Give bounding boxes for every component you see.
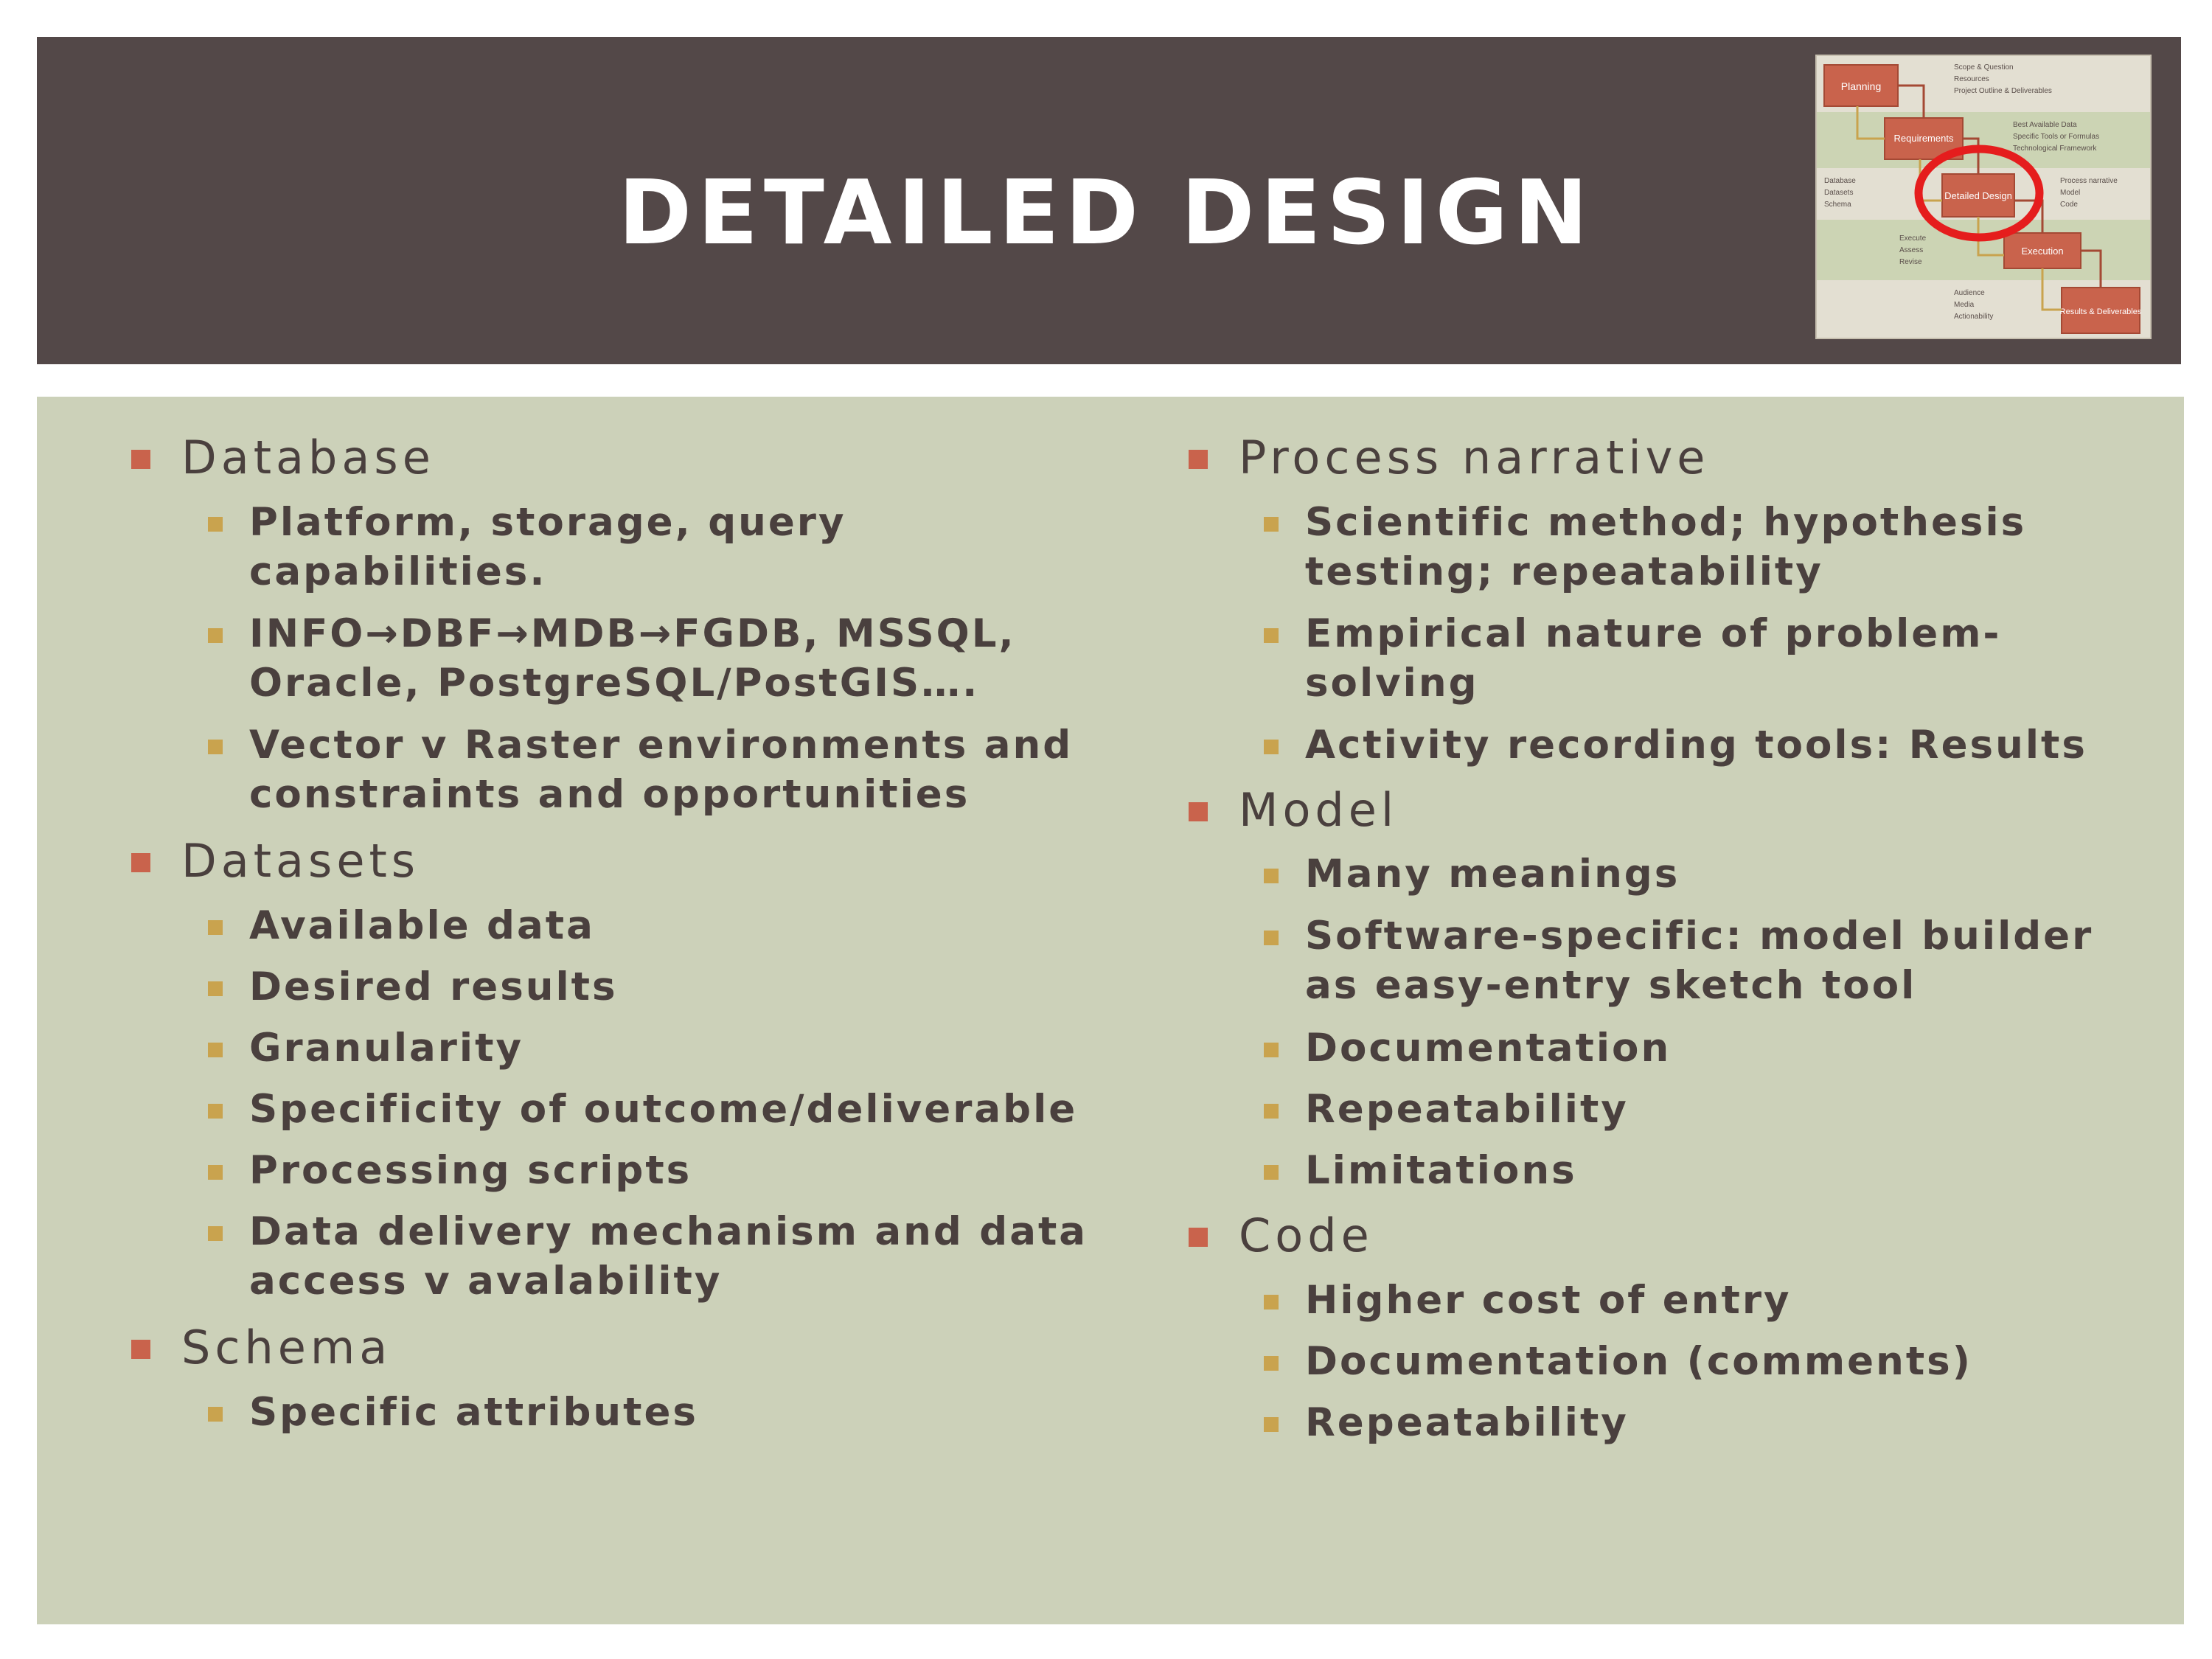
arrow-back-design [1977, 217, 2004, 257]
step-execution-label: Execution [2021, 246, 2063, 257]
list-item: Available data [208, 901, 1097, 950]
list-item: Specific attributes [208, 1388, 1097, 1437]
list-item: Platform, storage, query capabilities. [208, 498, 1097, 597]
thumb-note: Best Available Data [2013, 121, 2077, 129]
list-item: Desired results [208, 962, 1097, 1012]
step-box-results [2061, 287, 2140, 334]
list-item: Activity recording tools: Results [1264, 720, 2160, 770]
list-item: Software-specific: model builder as easy… [1264, 911, 2160, 1010]
bullet-code: Code [1189, 1208, 1374, 1262]
arrow-back-execution [2041, 268, 2062, 311]
process-diagram: Planning Requirements Detailed Design Ex… [1817, 56, 2150, 338]
list-item: Processing scripts [208, 1146, 1097, 1195]
content-band [37, 397, 2184, 1624]
thumb-note: Schema [1824, 201, 1851, 209]
bullet-process-narrative: Process narrative [1188, 431, 1710, 484]
thumb-note: Scope & Question [1954, 63, 2014, 72]
list-item: Documentation (comments) [1264, 1337, 2160, 1386]
thumb-note: Datasets [1824, 189, 1853, 197]
arrow-back-planning [1856, 106, 1885, 140]
list-item: Specificity of outcome/deliverable [208, 1085, 1097, 1134]
step-results-label: Results & Deliverables [2060, 307, 2142, 316]
list-item: Documentation [1264, 1023, 2160, 1073]
step-requirements-label: Requirements [1894, 133, 1954, 144]
thumb-note: Database [1824, 177, 1856, 185]
list-item: Vector v Raster environments and constra… [208, 720, 1097, 819]
list-item: Higher cost of entry [1264, 1276, 2160, 1325]
thumb-note: Media [1954, 301, 1975, 309]
thumb-note: Actionability [1954, 313, 1993, 321]
bullet-model: Model [1188, 783, 1399, 837]
list-item: Repeatability [1264, 1398, 2160, 1447]
list-item: Limitations [1264, 1146, 2160, 1195]
thumb-note: Technological Framework [2013, 145, 2097, 153]
thumb-note: Assess [1899, 246, 1923, 254]
bullet-schema: Schema [131, 1321, 392, 1374]
list-item: Many meanings [1264, 849, 2160, 899]
step-planning-label: Planning [1841, 80, 1882, 92]
thumb-note: Specific Tools or Formulas [2013, 133, 2099, 141]
thumb-note: Execute [1899, 234, 1927, 243]
list-item: Empirical nature of problem-solving [1264, 609, 2160, 708]
step-design-label: Detailed Design [1944, 190, 2012, 201]
list-item: Repeatability [1264, 1085, 2160, 1134]
list-item: Scientific method; hypothesis testing; r… [1264, 498, 2160, 597]
arrow-requirements-design [1963, 137, 1980, 174]
thumb-note: Resources [1954, 75, 1989, 83]
bullet-datasets: Datasets [131, 834, 420, 888]
thumb-note: Model [2060, 189, 2080, 197]
band-requirements [1817, 112, 2150, 168]
highlight-ring [1914, 145, 2044, 242]
list-item: Granularity [208, 1023, 1097, 1073]
thumb-note: Code [2060, 201, 2078, 209]
thumb-note: Project Outline & Deliverables [1954, 87, 2052, 95]
process-thumbnail: Planning Requirements Detailed Design Ex… [1815, 55, 2152, 339]
thumb-note: Revise [1899, 258, 1922, 266]
arrow-execution-results [2081, 249, 2102, 288]
slide-title: DETAILED DESIGN [618, 162, 1594, 265]
thumb-note: Process narrative [2060, 177, 2118, 185]
arrow-planning-requirements [1898, 84, 1925, 118]
bullet-database: Database [131, 431, 435, 484]
list-item: Data delivery mechanism and data access … [208, 1207, 1097, 1306]
thumb-note: Audience [1954, 289, 1985, 297]
list-item: INFO→DBF→MDB→FGDB, MSSQL, Oracle, Postgr… [208, 609, 1097, 708]
